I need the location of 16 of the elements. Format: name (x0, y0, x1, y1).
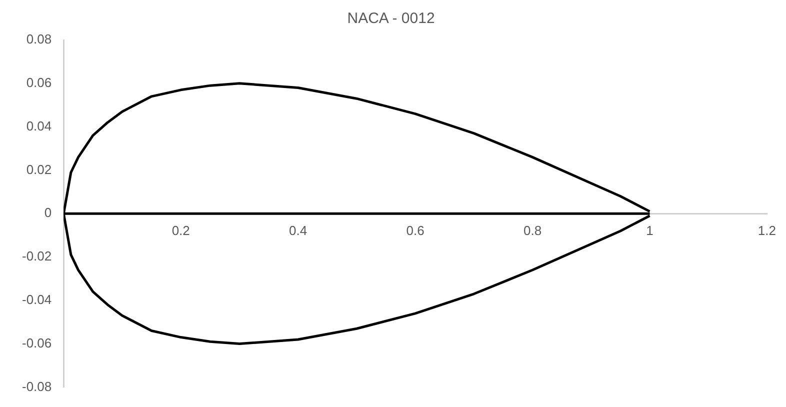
y-tick-label: 0 (44, 205, 52, 220)
y-tick-label: -0.04 (22, 292, 52, 307)
y-tick-label: 0.02 (26, 162, 52, 177)
y-tick-label: 0.04 (26, 118, 52, 134)
x-tick-label: 0.2 (172, 222, 190, 238)
y-tick-label: 0.08 (26, 32, 52, 47)
y-tick-label: 0.06 (26, 74, 52, 90)
y-tick-label: -0.02 (22, 248, 52, 264)
y-tick-label: -0.08 (22, 378, 52, 394)
y-tick-label: -0.06 (22, 335, 52, 350)
x-tick-label: 0.4 (289, 222, 308, 238)
x-tick-label: 0.6 (406, 222, 424, 238)
chart-title: NACA - 0012 (347, 10, 435, 28)
x-tick-label: 0.8 (523, 222, 542, 238)
x-tick-label: 1 (646, 222, 654, 238)
x-tick-label: 1.2 (758, 222, 776, 238)
